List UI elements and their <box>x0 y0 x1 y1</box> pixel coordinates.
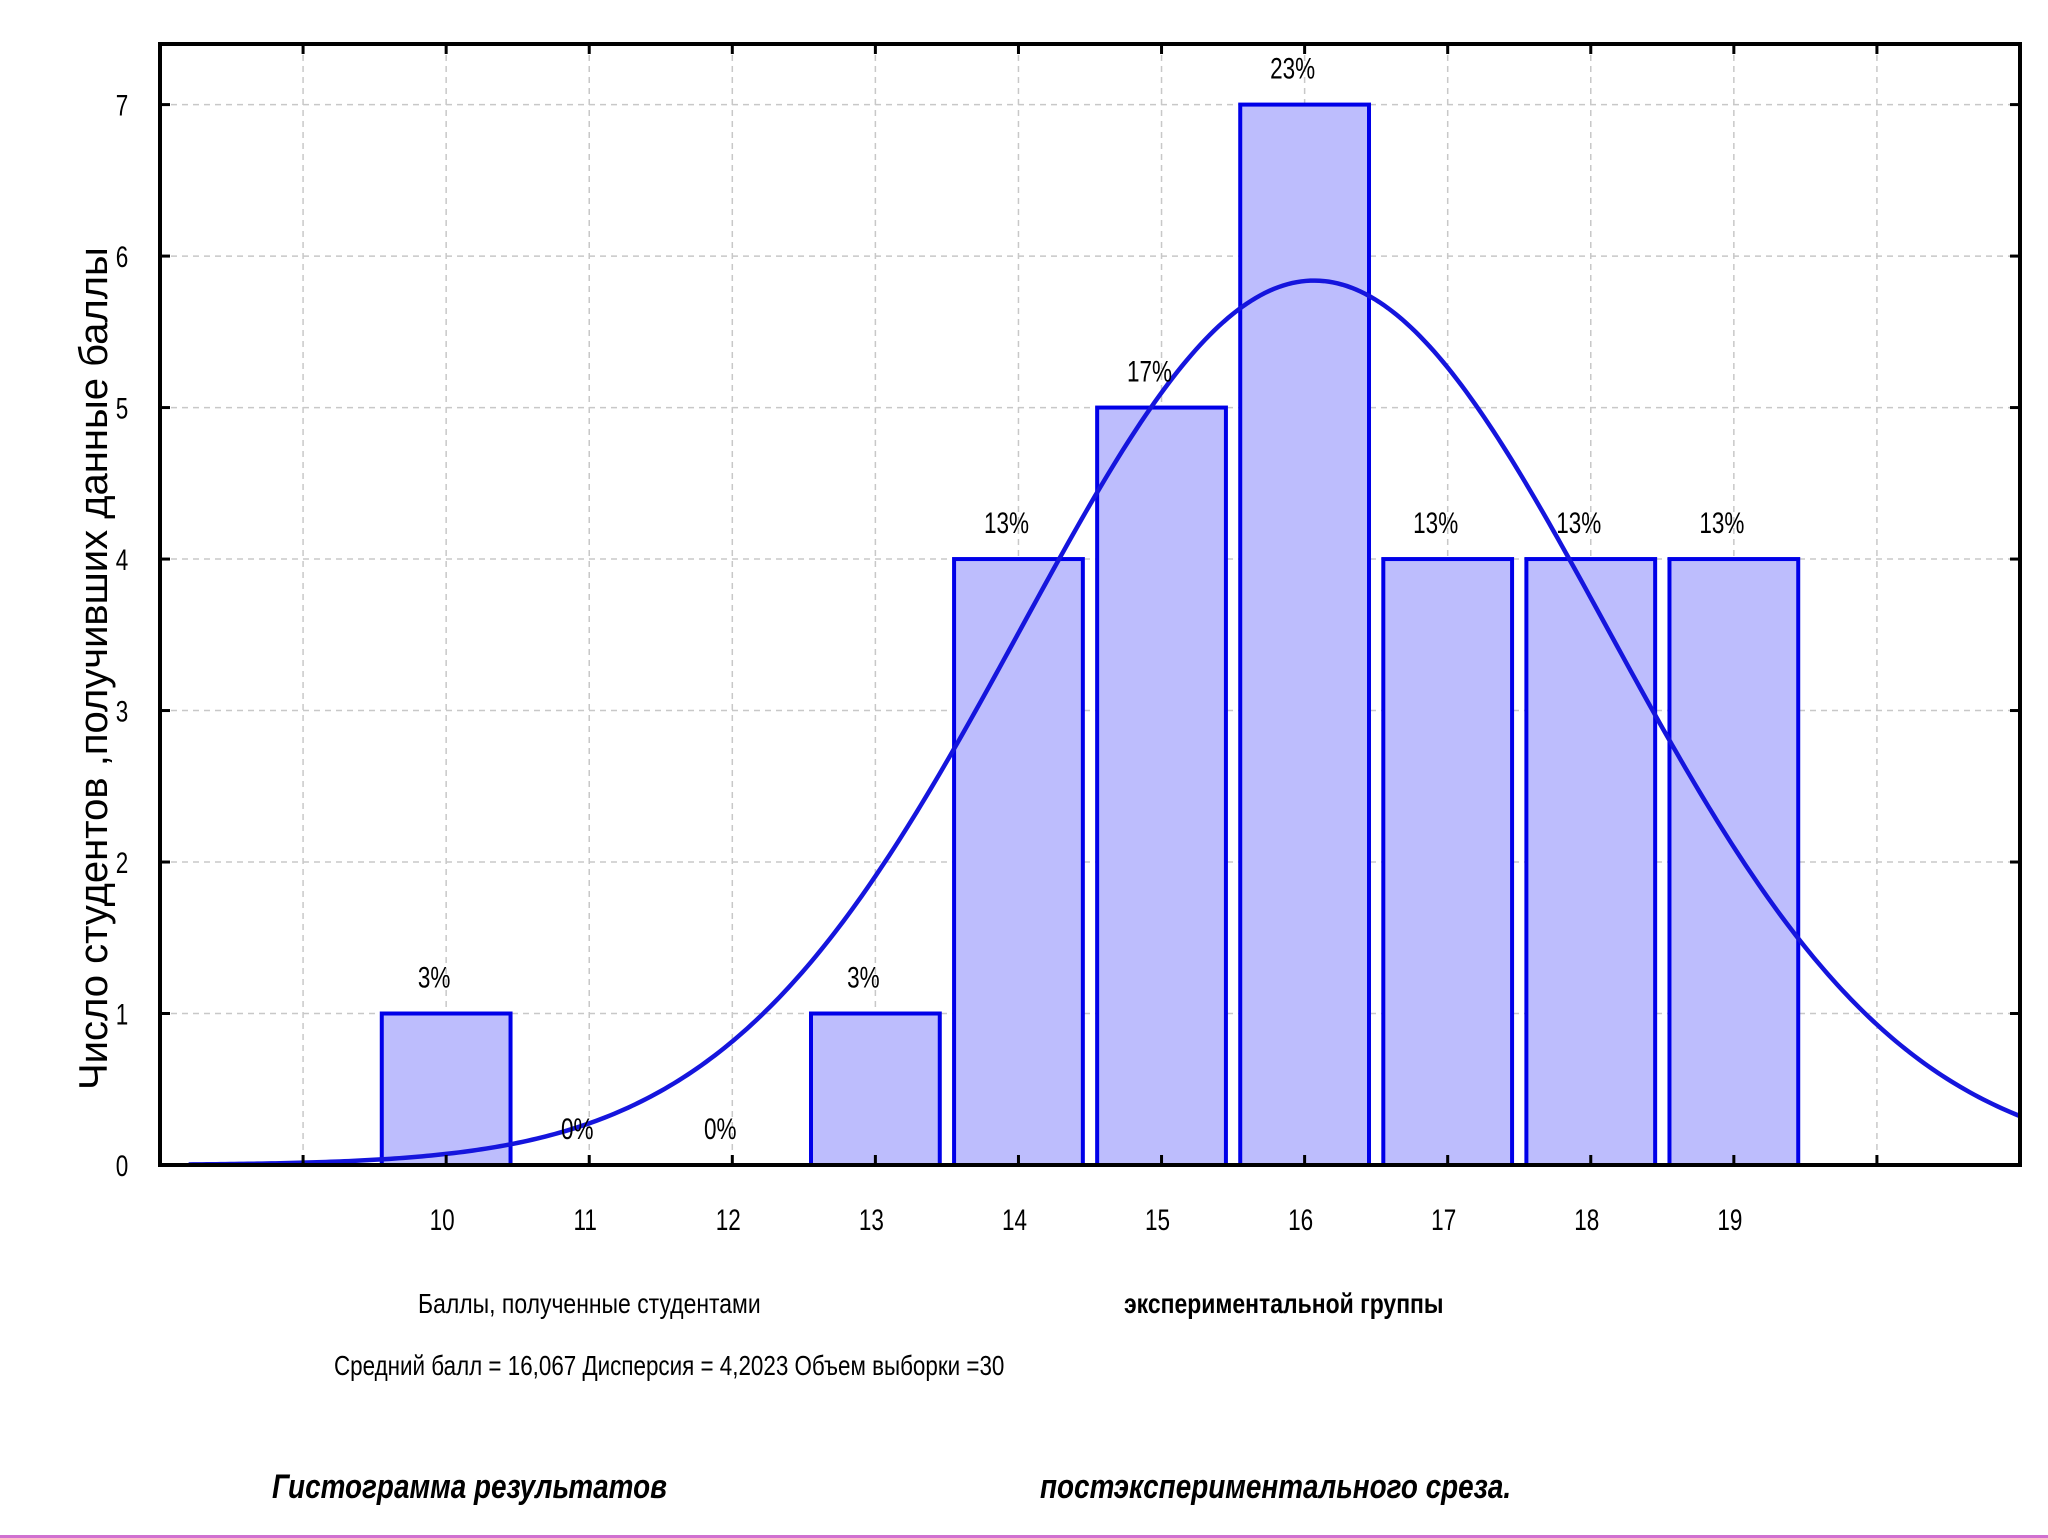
x-tick-label: 17 <box>1431 1203 1456 1237</box>
x-tick-label: 10 <box>430 1203 455 1237</box>
percent-labels: 3% 0% 0% 3% 13% 17% 23% 13% 13% 13% <box>418 51 1744 1145</box>
x-tick-label: 13 <box>859 1203 884 1237</box>
histogram-bar <box>1095 405 1228 1167</box>
histogram-bar <box>1238 102 1371 1167</box>
percent-label: 3% <box>847 960 880 994</box>
x-tick-label: 11 <box>574 1203 597 1237</box>
stats-summary: Средний балл = 16,067 Дисперсия = 4,2023… <box>334 1350 1005 1381</box>
histogram-bar <box>1381 557 1515 1167</box>
bottom-border <box>0 1535 2048 1538</box>
x-axis-label-part1: Баллы, полученные студентами <box>418 1288 761 1319</box>
x-axis-label-part2: экспериментальной группы <box>1124 1288 1444 1319</box>
histogram-bar <box>952 557 1085 1167</box>
percent-label: 3% <box>418 960 451 994</box>
percent-label: 23% <box>1270 51 1315 85</box>
histogram-bar <box>1524 557 1658 1167</box>
plot-frame <box>158 42 2022 1167</box>
y-tick-label: 1 <box>116 997 129 1031</box>
histogram-bars <box>379 102 1801 1167</box>
y-tick-label: 6 <box>116 240 129 274</box>
y-tick-label: 4 <box>116 543 129 577</box>
x-tick-label: 15 <box>1145 1203 1170 1237</box>
x-tick-label: 14 <box>1002 1203 1027 1237</box>
y-tick-label: 2 <box>116 846 129 880</box>
normal-curve <box>188 278 2021 1167</box>
chart-title-part2: постэкспериментального среза. <box>1040 1468 1512 1506</box>
y-tick-label: 0 <box>116 1149 129 1183</box>
y-tick-label: 7 <box>116 88 129 122</box>
x-tick-label: 16 <box>1288 1203 1313 1237</box>
percent-label: 13% <box>984 506 1029 540</box>
x-tick-label: 19 <box>1717 1203 1742 1237</box>
axis-ticks <box>160 44 2020 1167</box>
histogram-bar <box>379 1011 513 1167</box>
chart-title-part1: Гистограмма результатов <box>272 1468 667 1506</box>
percent-label: 13% <box>1413 506 1458 540</box>
y-tick-label: 5 <box>116 391 129 425</box>
histogram-bar <box>1667 557 1801 1167</box>
percent-label: 0% <box>704 1112 737 1146</box>
plot-border <box>158 42 2022 1167</box>
y-axis-label: Число студентов ,получивших данные баллы <box>72 247 116 1090</box>
percent-label: 13% <box>1556 506 1601 540</box>
percent-label: 17% <box>1127 354 1172 388</box>
grid-lines <box>160 44 2020 1165</box>
x-tick-label: 18 <box>1574 1203 1599 1237</box>
percent-label: 0% <box>561 1112 594 1146</box>
histogram-bar <box>809 1011 942 1167</box>
x-tick-label: 12 <box>716 1203 741 1237</box>
y-tick-label: 3 <box>116 694 129 728</box>
normal-curve-line <box>188 278 2021 1167</box>
percent-label: 13% <box>1699 506 1744 540</box>
